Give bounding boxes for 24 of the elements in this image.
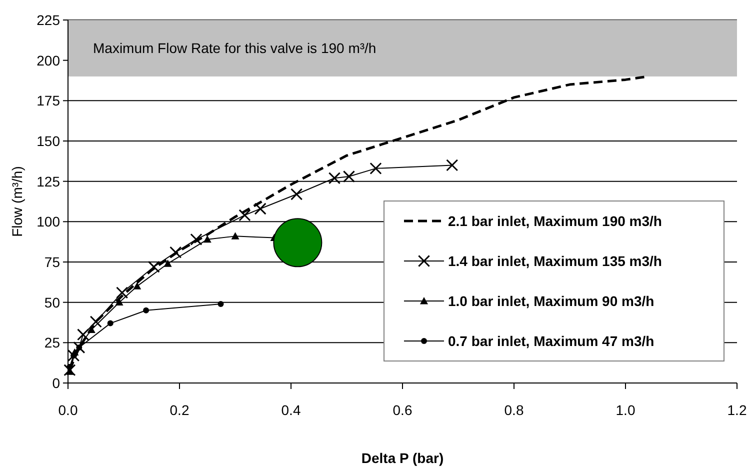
x-tick-label: 0.6 [392, 402, 412, 418]
legend-label: 0.7 bar inlet, Maximum 47 m3/h [448, 333, 654, 349]
y-axis-title: Flow (m³/h) [9, 166, 25, 237]
y-tick-label: 150 [36, 133, 60, 149]
y-tick-label: 75 [44, 254, 60, 270]
x-tick-label: 0.4 [281, 402, 301, 418]
y-tick-label: 125 [36, 173, 60, 190]
x-tick-label: 0.0 [58, 402, 78, 418]
x-tick-label: 0.2 [170, 402, 190, 418]
y-tick-label: 200 [36, 52, 60, 68]
y-tick-label: 0 [52, 375, 60, 391]
x-tick-label: 1.0 [616, 402, 636, 418]
legend-label: 2.1 bar inlet, Maximum 190 m3/h [448, 213, 662, 229]
band-label: Maximum Flow Rate for this valve is 190 m³/h [93, 40, 376, 56]
y-tick-label: 25 [44, 334, 60, 351]
y-tick-label: 100 [36, 214, 60, 230]
y-tick-label: 225 [36, 12, 60, 28]
y-tick-label: 175 [36, 92, 60, 109]
x-axis-title: Delta P (bar) [361, 450, 444, 466]
x-tick-label: 0.8 [504, 402, 524, 418]
legend-label: 1.0 bar inlet, Maximum 90 m3/h [448, 293, 654, 309]
legend-label: 1.4 bar inlet, Maximum 135 m3/h [448, 253, 662, 269]
y-tick-label: 50 [44, 294, 60, 310]
x-tick-label: 1.2 [727, 402, 747, 418]
